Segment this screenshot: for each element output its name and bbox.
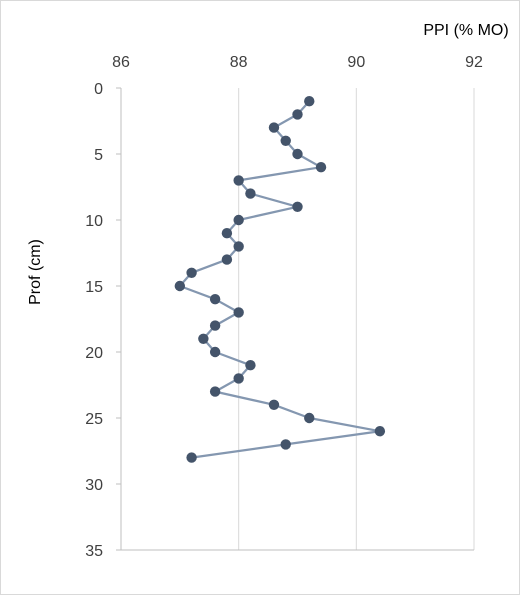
y-axis-title: Prof (cm) [27,239,44,305]
y-tick-label-5: 5 [94,147,103,164]
y-tick-label-10: 10 [85,213,103,230]
y-tick-label-20: 20 [85,345,103,362]
data-point-13 [186,267,197,278]
gridlines [238,88,475,550]
y-tick-label-0: 0 [94,81,103,98]
y-tick-label-15: 15 [85,279,103,296]
data-point-17 [209,320,221,331]
x-tick-label-92: 92 [465,54,483,71]
series-line-0 [178,100,382,459]
data-point-1 [292,109,303,120]
data-point-21 [233,373,244,384]
data-point-23 [268,399,280,410]
data-point-25 [374,426,386,437]
data-point-11 [233,241,244,252]
data-point-12 [221,254,233,265]
x-tick-label-88: 88 [230,54,248,71]
y-tick-labels: 0 5 10 15 20 25 30 35 [85,81,103,560]
y-tick-label-35: 35 [85,543,103,560]
x-axis-title: PPI (% MO) [423,22,508,39]
x-tick-label-86: 86 [112,54,130,71]
data-point-4 [292,148,303,160]
data-point-18 [198,333,209,344]
data-point-26 [280,439,291,450]
data-point-15 [209,294,221,305]
data-point-2 [268,122,280,133]
x-tick-labels: 86 88 90 92 [112,54,483,71]
y-tick-label-30: 30 [85,477,103,494]
data-point-27 [186,452,197,463]
data-point-16 [233,307,244,318]
data-point-24 [304,412,315,424]
data-point-10 [221,228,233,239]
y-tick-label-25: 25 [85,411,103,428]
data-point-19 [209,346,221,358]
series [174,96,386,463]
axes [116,87,474,551]
data-point-22 [209,386,221,397]
data-point-7 [245,188,256,199]
data-point-14 [174,280,186,292]
data-point-20 [245,360,256,371]
data-point-8 [292,201,303,212]
data-point-0 [304,96,315,107]
data-point-9 [233,214,244,226]
data-point-5 [315,162,327,173]
x-tick-label-90: 90 [347,54,365,71]
data-point-3 [280,135,291,146]
data-point-6 [233,175,244,186]
